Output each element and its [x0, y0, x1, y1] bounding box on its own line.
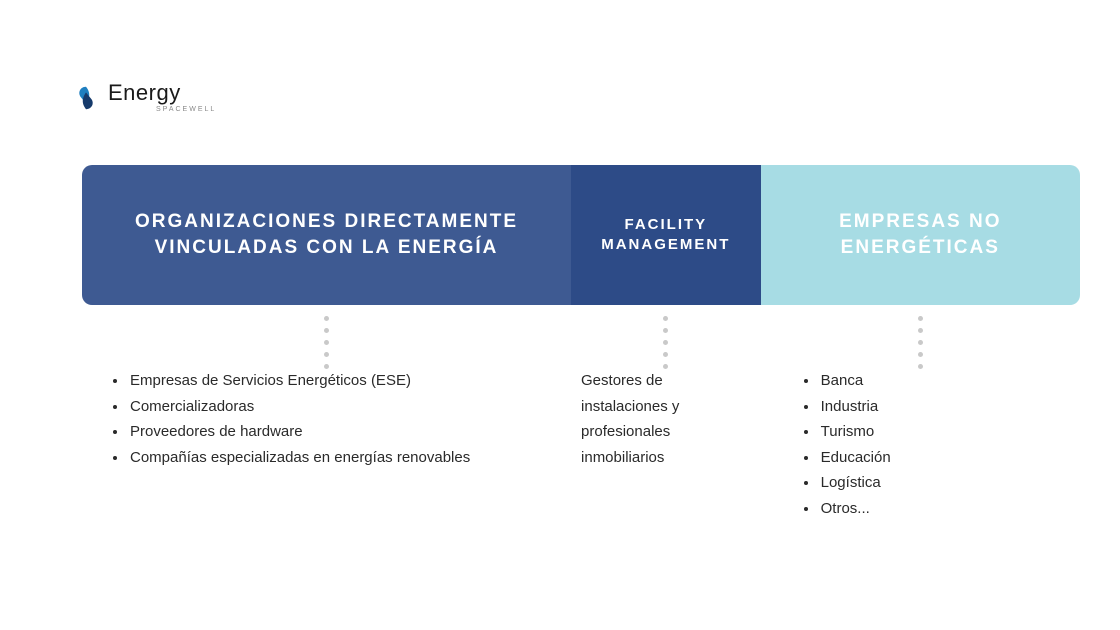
connector-dots: [571, 312, 761, 362]
dots-icon: [324, 312, 329, 369]
category-bar: ORGANIZACIONES DIRECTAMENTE VINCULADAS C…: [82, 165, 1080, 305]
dots-icon: [663, 312, 668, 369]
list-item: Otros...: [819, 496, 1080, 522]
segment-facility-mgmt: FACILITY MANAGEMENT: [571, 165, 761, 305]
logo-text: Energy SPACEWELL: [108, 82, 216, 113]
logo-brand: Energy: [108, 82, 216, 104]
content-facility-mgmt: Gestores de instalaciones y profesionale…: [571, 368, 761, 521]
content-non-energy: Banca Industria Turismo Educación Logíst…: [761, 368, 1080, 521]
dots-icon: [918, 312, 923, 369]
list: Empresas de Servicios Energéticos (ESE) …: [110, 368, 551, 470]
list-item: Banca: [819, 368, 1080, 394]
list-item: Turismo: [819, 419, 1080, 445]
segment-title: ORGANIZACIONES DIRECTAMENTE VINCULADAS C…: [104, 209, 549, 260]
segment-title: EMPRESAS NO ENERGÉTICAS: [783, 209, 1058, 260]
list-item: Compañías especializadas en energías ren…: [128, 445, 551, 471]
logo-sub: SPACEWELL: [156, 106, 216, 113]
segment-energy-orgs: ORGANIZACIONES DIRECTAMENTE VINCULADAS C…: [82, 165, 571, 305]
connector-dots-row: [82, 312, 1080, 362]
content-row: Empresas de Servicios Energéticos (ESE) …: [82, 368, 1080, 521]
list: Banca Industria Turismo Educación Logíst…: [801, 368, 1080, 521]
segment-non-energy: EMPRESAS NO ENERGÉTICAS: [761, 165, 1080, 305]
content-text: Gestores de instalaciones y profesionale…: [581, 368, 751, 470]
content-energy-orgs: Empresas de Servicios Energéticos (ESE) …: [82, 368, 571, 521]
list-item: Empresas de Servicios Energéticos (ESE): [128, 368, 551, 394]
logo-icon: [72, 84, 100, 112]
list-item: Industria: [819, 394, 1080, 420]
segment-title: FACILITY MANAGEMENT: [593, 215, 739, 256]
connector-dots: [761, 312, 1080, 362]
logo: Energy SPACEWELL: [72, 82, 216, 113]
connector-dots: [82, 312, 571, 362]
list-item: Comercializadoras: [128, 394, 551, 420]
list-item: Proveedores de hardware: [128, 419, 551, 445]
list-item: Logística: [819, 470, 1080, 496]
list-item: Educación: [819, 445, 1080, 471]
